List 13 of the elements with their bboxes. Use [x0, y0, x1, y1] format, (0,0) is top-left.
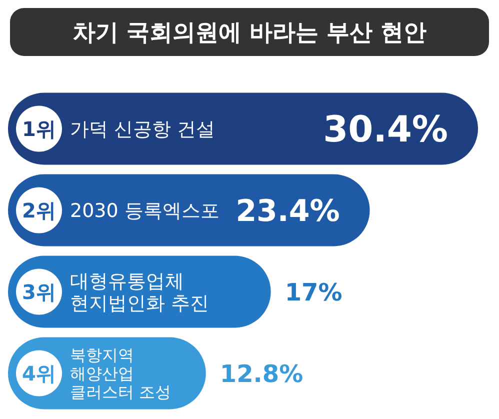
data-label: 17%: [284, 278, 342, 306]
y-tick-label: 북항지역 해양산업 클러스터 조성: [70, 346, 172, 402]
annotation: 2위: [22, 198, 56, 222]
y-tick-label: 2030 등록엑스포: [70, 200, 220, 222]
data-label: 12.8%: [220, 360, 304, 388]
annotation: 4위: [22, 361, 56, 386]
annotation: 1위: [22, 116, 56, 141]
annotation: 3위: [22, 280, 56, 304]
y-tick-label: 가덕 신공항 건설: [70, 118, 216, 141]
data-label: 30.4%: [323, 110, 448, 151]
chart-title: 차기 국회의원에 바라는 부산 현안: [72, 20, 427, 46]
data-label: 23.4%: [236, 194, 340, 230]
y-tick-label: 대형유통업체 현지법인화 추진: [70, 270, 210, 315]
